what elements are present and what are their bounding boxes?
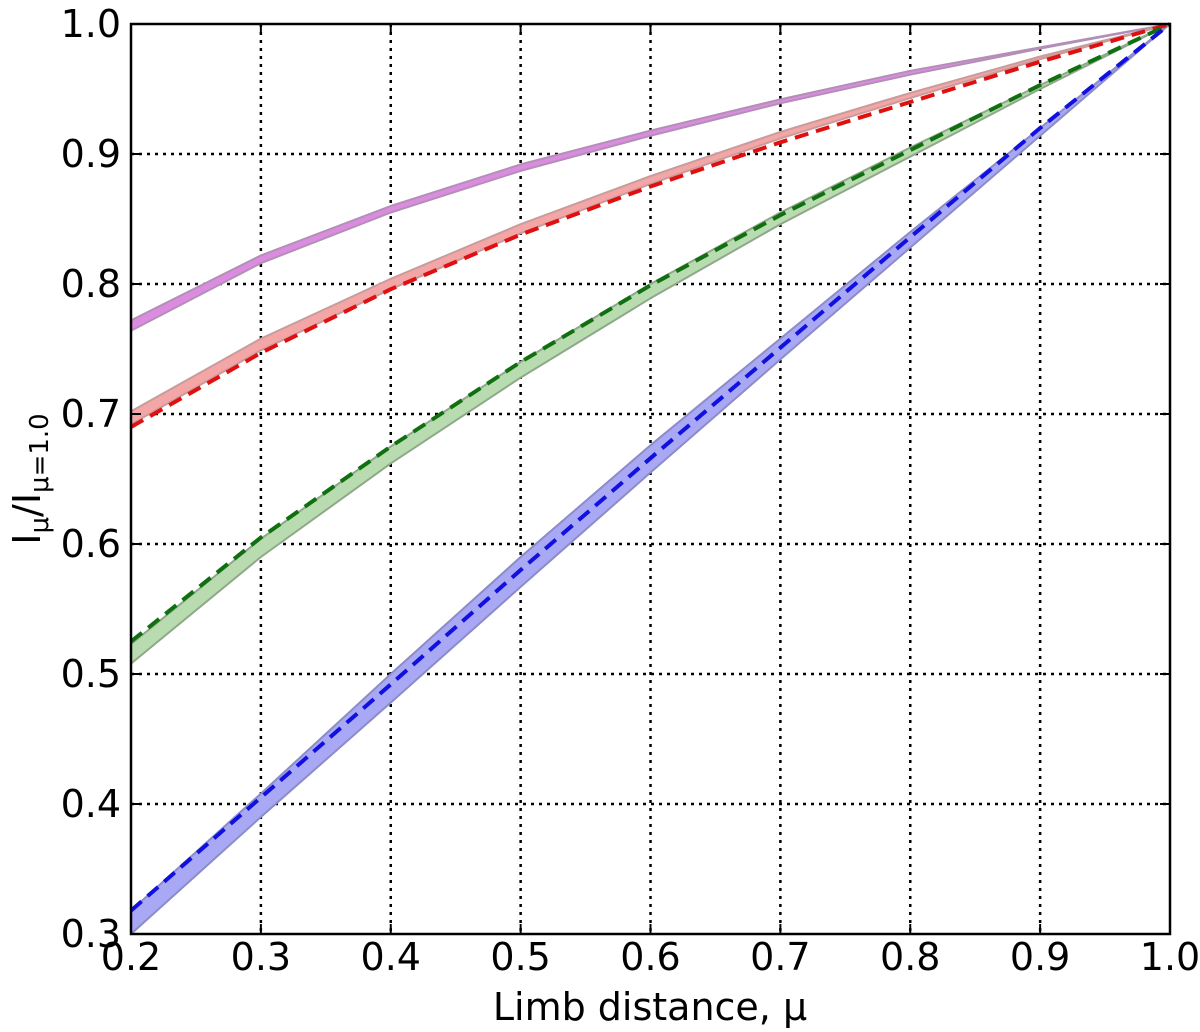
x-tick-label: 0.4: [361, 935, 421, 979]
x-tick-label: 0.8: [880, 935, 940, 979]
fit-line-3: [129, 22, 1172, 913]
x-tick-label: 0.9: [1010, 935, 1070, 979]
x-tick-label: 1.0: [1140, 935, 1200, 979]
ticks: [130, 23, 1171, 935]
y-tick-label: 1.0: [61, 2, 121, 46]
y-tick-label: 0.4: [61, 782, 121, 826]
fit-line-2: [129, 22, 1171, 644]
y-axis-label-sub2: μ=1.0: [25, 413, 55, 493]
y-tick-label: 0.3: [61, 912, 121, 956]
x-tick-label: 0.3: [231, 935, 291, 979]
fit-lines: [129, 22, 1172, 913]
x-tick-labels: 0.2 0.3 0.4 0.5 0.6 0.7 0.8 0.9 1.0: [101, 935, 1200, 979]
x-tick-label: 0.6: [620, 935, 680, 979]
grid: [131, 24, 1170, 934]
fit-line-1: [130, 22, 1171, 429]
model-band-4: [130, 23, 1171, 935]
x-tick-label: 0.5: [490, 935, 550, 979]
y-axis-label-main: I: [5, 534, 49, 545]
y-tick-labels: 0.3 0.4 0.5 0.6 0.7 0.8 0.9 1.0: [61, 2, 121, 956]
y-tick-label: 0.6: [61, 522, 121, 566]
y-tick-label: 0.5: [61, 652, 121, 696]
y-tick-label: 0.8: [61, 262, 121, 306]
y-tick-label: 0.9: [61, 132, 121, 176]
y-axis-label-sub1: μ: [25, 517, 55, 534]
y-tick-label: 0.7: [61, 392, 121, 436]
x-tick-label: 0.2: [101, 935, 161, 979]
model-band-3: [130, 23, 1171, 665]
y-axis-label-mid: /I: [5, 493, 49, 517]
model-band-1: [130, 23, 1171, 332]
x-tick-label: 0.7: [750, 935, 810, 979]
y-axis-label: Iμ/Iμ=1.0: [5, 413, 55, 544]
x-axis-label: Limb distance, μ: [493, 985, 807, 1029]
